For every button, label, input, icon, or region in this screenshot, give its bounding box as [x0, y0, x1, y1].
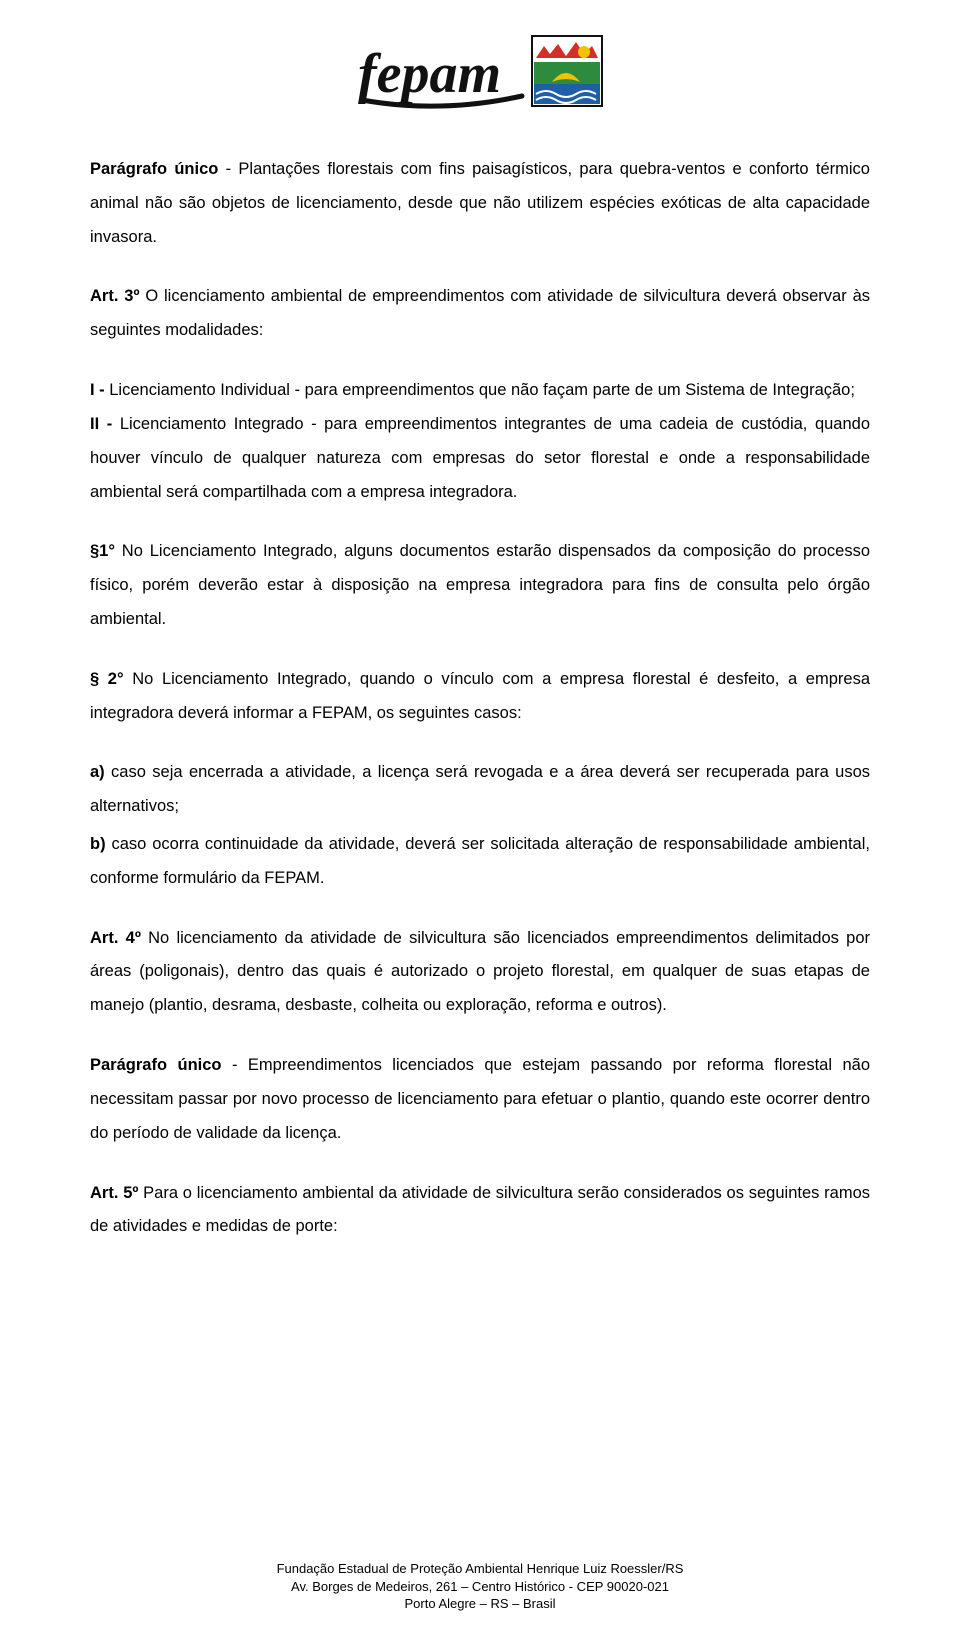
lead-b: b)	[90, 835, 106, 853]
lead-art-5: Art. 5º	[90, 1184, 138, 1202]
text-art-4: No licenciamento da atividade de silvicu…	[90, 929, 870, 1015]
lead-ii: II -	[90, 415, 112, 433]
lead-art-3: Art. 3º	[90, 287, 139, 305]
para-art-3: Art. 3º O licenciamento ambiental de emp…	[90, 280, 870, 348]
logo-container: fepam	[90, 30, 870, 125]
text-i: Licenciamento Individual - para empreend…	[105, 381, 855, 399]
para-sec-1: §1° No Licenciamento Integrado, alguns d…	[90, 535, 870, 636]
fepam-logo-svg: fepam	[350, 30, 610, 120]
para-item-b: b) caso ocorra continuidade da atividade…	[90, 828, 870, 896]
text-sec-1: No Licenciamento Integrado, alguns docum…	[90, 542, 870, 628]
text-sec-2: No Licenciamento Integrado, quando o vín…	[90, 670, 870, 722]
footer-line-3: Porto Alegre – RS – Brasil	[0, 1595, 960, 1613]
page: fepam	[0, 0, 960, 1625]
para-art-5: Art. 5º Para o licenciamento ambiental d…	[90, 1177, 870, 1245]
footer-line-1: Fundação Estadual de Proteção Ambiental …	[0, 1560, 960, 1578]
para-paragrafo-unico-1: Parágrafo único - Plantações florestais …	[90, 153, 870, 254]
fepam-logo: fepam	[350, 30, 610, 125]
lead-a: a)	[90, 763, 105, 781]
lead-art-4: Art. 4º	[90, 929, 141, 947]
para-art-4: Art. 4º No licenciamento da atividade de…	[90, 922, 870, 1023]
footer-line-2: Av. Borges de Medeiros, 261 – Centro His…	[0, 1578, 960, 1596]
svg-text:fepam: fepam	[358, 43, 501, 105]
text-b: caso ocorra continuidade da atividade, d…	[90, 835, 870, 887]
text-art-5: Para o licenciamento ambiental da ativid…	[90, 1184, 870, 1236]
lead-sec-2: § 2°	[90, 670, 124, 688]
para-item-a: a) caso seja encerrada a atividade, a li…	[90, 756, 870, 824]
lead-paragrafo-unico-2: Parágrafo único	[90, 1056, 222, 1074]
lead-sec-1: §1°	[90, 542, 115, 560]
para-modalidades: I - Licenciamento Individual - para empr…	[90, 374, 870, 509]
lead-i: I -	[90, 381, 105, 399]
para-paragrafo-unico-2: Parágrafo único - Empreendimentos licenc…	[90, 1049, 870, 1150]
para-sec-2: § 2° No Licenciamento Integrado, quando …	[90, 663, 870, 731]
footer: Fundação Estadual de Proteção Ambiental …	[0, 1560, 960, 1613]
text-p2: O licenciamento ambiental de empreendime…	[90, 287, 870, 339]
lead-paragrafo-unico-1: Parágrafo único	[90, 160, 218, 178]
text-ii: Licenciamento Integrado - para empreendi…	[90, 415, 870, 501]
text-a: caso seja encerrada a atividade, a licen…	[90, 763, 870, 815]
